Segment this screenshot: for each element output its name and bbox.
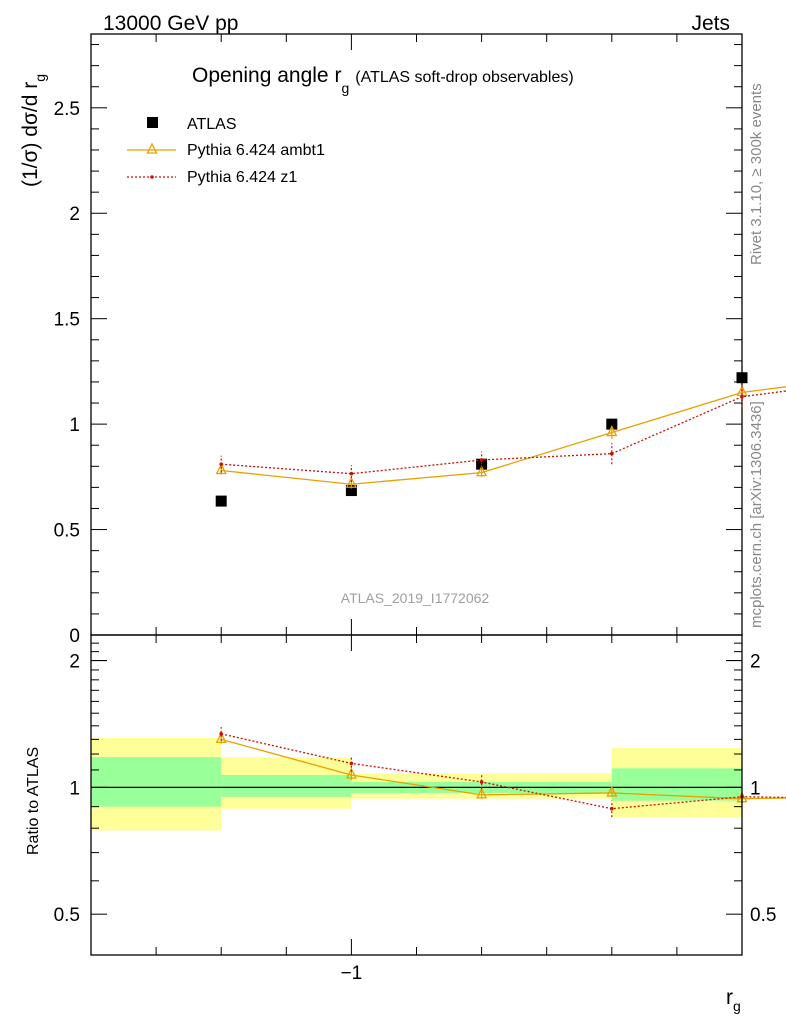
main-y-tick-label: 0.5 <box>54 521 80 542</box>
marker-ambt1 <box>476 465 488 477</box>
ratio-marker-z1 <box>610 806 614 811</box>
legend-marker-atlas <box>147 117 158 128</box>
plot-title: Opening angle rg (ATLAS soft-drop observa… <box>192 64 574 96</box>
ratio-y-tick-labels: 0.5 1 2 <box>54 652 80 927</box>
marker-atlas <box>736 372 748 384</box>
ratio-line-ambt1 <box>221 738 786 800</box>
marker-z1 <box>349 471 354 476</box>
legend-marker-ambt1 <box>146 142 158 154</box>
ratio-marker-z1 <box>479 780 484 784</box>
ratio-marker-ambt1 <box>345 767 357 779</box>
main-y-tick-label: 1.5 <box>54 310 80 331</box>
ratio-panel: 0.5 1 2 0.5 1 2 −1−0.5 Ratio to ATLAS rg <box>25 634 786 1014</box>
x-tick-label: −1 <box>341 963 363 984</box>
plot-title-main: Opening angle r <box>192 64 341 87</box>
legend-label-ambt1: Pythia 6.424 ambt1 <box>187 142 325 159</box>
main-y-axis-label-main: (1/σ) dσ/d r <box>19 82 42 187</box>
marker-ambt1 <box>606 425 618 437</box>
line-ambt1 <box>221 386 786 485</box>
ratio-y-tick-label-right: 2 <box>750 652 761 673</box>
band-inner <box>91 757 222 807</box>
marker-z1 <box>740 394 744 399</box>
marker-z1 <box>610 451 614 456</box>
side-label-rivet: Rivet 3.1.10, ≥ 300k events <box>748 83 765 265</box>
x-axis-label-main: r <box>726 986 733 1009</box>
ratio-marker-z1 <box>349 761 354 766</box>
x-tick-labels: −1−0.5 <box>341 963 363 984</box>
line-z1 <box>221 390 786 475</box>
marker-z1 <box>479 458 484 462</box>
x-axis-label-sub: g <box>733 998 741 1014</box>
legend-label-atlas: ATLAS <box>187 116 237 133</box>
plot-title-sub: g <box>341 80 349 96</box>
ratio-y-tick-label: 0.5 <box>54 905 80 926</box>
legend-label-z1: Pythia 6.424 z1 <box>187 169 297 186</box>
watermark: ATLAS_2019_I1772062 <box>341 590 490 606</box>
main-y-tick-labels: 0.5 1 1.5 2 2.5 <box>54 99 80 542</box>
ratio-y-axis-label: Ratio to ATLAS <box>25 747 42 855</box>
main-y-axis-label: (1/σ) dσ/d rg <box>19 74 48 187</box>
ratio-y-tick-labels-right: 0.5 1 2 <box>750 652 776 927</box>
marker-ambt1 <box>215 463 227 475</box>
main-y-tick-label: 2.5 <box>54 99 80 120</box>
ratio-y-tick-label: 1 <box>69 778 80 799</box>
ratio-y-tick-label: 2 <box>69 652 80 673</box>
marker-z1 <box>219 462 223 466</box>
side-label-mcplots: mcplots.cern.ch [arXiv:1306.3436] <box>748 401 765 628</box>
band-inner <box>221 774 352 797</box>
plot-title-suffix: (ATLAS soft-drop observables) <box>355 69 573 86</box>
main-y-axis-label-sub: g <box>32 74 48 82</box>
header-left: 13000 GeV pp <box>103 12 238 35</box>
ratio-marker-z1 <box>219 732 223 736</box>
ratio-bands <box>91 737 742 831</box>
header-right: Jets <box>691 12 730 35</box>
y0-tick-label: 0 <box>69 626 80 647</box>
main-y-tick-label: 2 <box>69 204 80 225</box>
ratio-marker-ambt1 <box>215 731 227 744</box>
ratio-marker-ambt1 <box>476 787 488 799</box>
ratio-y-tick-label-right: 0.5 <box>750 905 776 926</box>
main-panel: 0.5 1 1.5 2 2.5 0 ATLAS_2019_I1772062 Openin… <box>19 33 786 647</box>
marker-atlas <box>215 495 227 507</box>
marker-atlas <box>606 418 618 430</box>
ratio-marker-ambt1 <box>606 785 618 797</box>
main-series <box>215 372 786 507</box>
legend: ATLAS Pythia 6.424 ambt1 Pythia 6.424 z1 <box>127 116 325 186</box>
main-panel-ticks <box>90 34 743 635</box>
ratio-panel-ticks <box>90 634 743 956</box>
main-y-tick-label: 1 <box>69 415 80 436</box>
x-axis-label: rg <box>726 986 741 1014</box>
ratio-y-tick-label-right: 1 <box>750 778 761 799</box>
legend-marker-z1 <box>150 175 154 179</box>
marker-atlas <box>345 485 357 497</box>
marker-ambt1 <box>345 476 357 488</box>
